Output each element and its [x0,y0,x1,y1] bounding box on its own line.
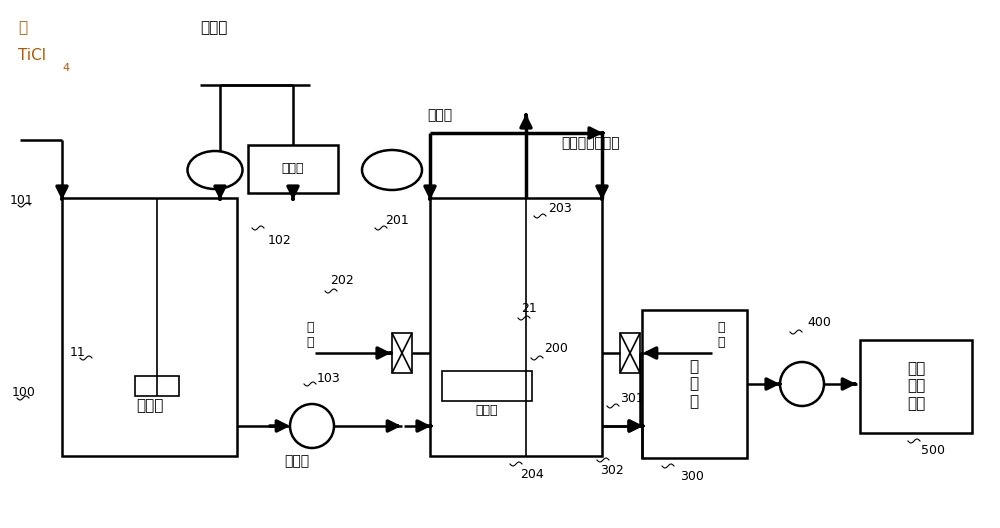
Text: 11: 11 [70,346,86,360]
Text: 400: 400 [807,316,831,328]
Text: 202: 202 [330,275,354,288]
Text: 有机物: 有机物 [200,21,227,35]
Bar [860,340,972,433]
Bar [392,333,412,373]
Text: 101: 101 [10,193,34,206]
Text: 100: 100 [12,386,36,400]
Circle shape [780,362,824,406]
Text: 103: 103 [317,372,341,384]
Text: 203: 203 [548,202,572,214]
Text: 21: 21 [521,301,537,315]
Text: 200: 200 [544,342,568,354]
Text: 混合罐: 混合罐 [136,399,164,413]
Text: 500: 500 [921,445,945,457]
Text: 粗: 粗 [18,21,27,35]
Ellipse shape [188,151,242,189]
Text: 钒渣
回收
装置: 钒渣 回收 装置 [907,361,925,411]
Text: 蒸发器: 蒸发器 [476,404,498,418]
Text: 300: 300 [680,469,704,483]
Text: 混合物: 混合物 [427,108,453,122]
Text: 201: 201 [385,213,409,227]
Bar [642,310,747,458]
Bar [248,145,338,193]
Bar [62,198,237,456]
Text: 301: 301 [620,391,644,404]
Text: 102: 102 [268,233,292,247]
Text: 蒸
汽: 蒸 汽 [306,321,314,349]
Bar [442,371,532,401]
Text: 蒸
汽: 蒸 汽 [717,321,724,349]
Bar [620,333,640,373]
Ellipse shape [362,150,422,190]
Text: 缓
冲
罐: 缓 冲 罐 [689,359,699,409]
Text: 混合物: 混合物 [284,454,310,468]
Text: TiCl: TiCl [18,49,46,63]
Text: 302: 302 [600,464,624,476]
Text: 204: 204 [520,467,544,480]
Bar [430,198,602,456]
Bar [135,376,179,396]
Text: 液位计: 液位计 [282,163,304,175]
Text: 精四氯化钛气体: 精四氯化钛气体 [561,136,620,150]
Circle shape [290,404,334,448]
Text: 4: 4 [62,63,69,73]
